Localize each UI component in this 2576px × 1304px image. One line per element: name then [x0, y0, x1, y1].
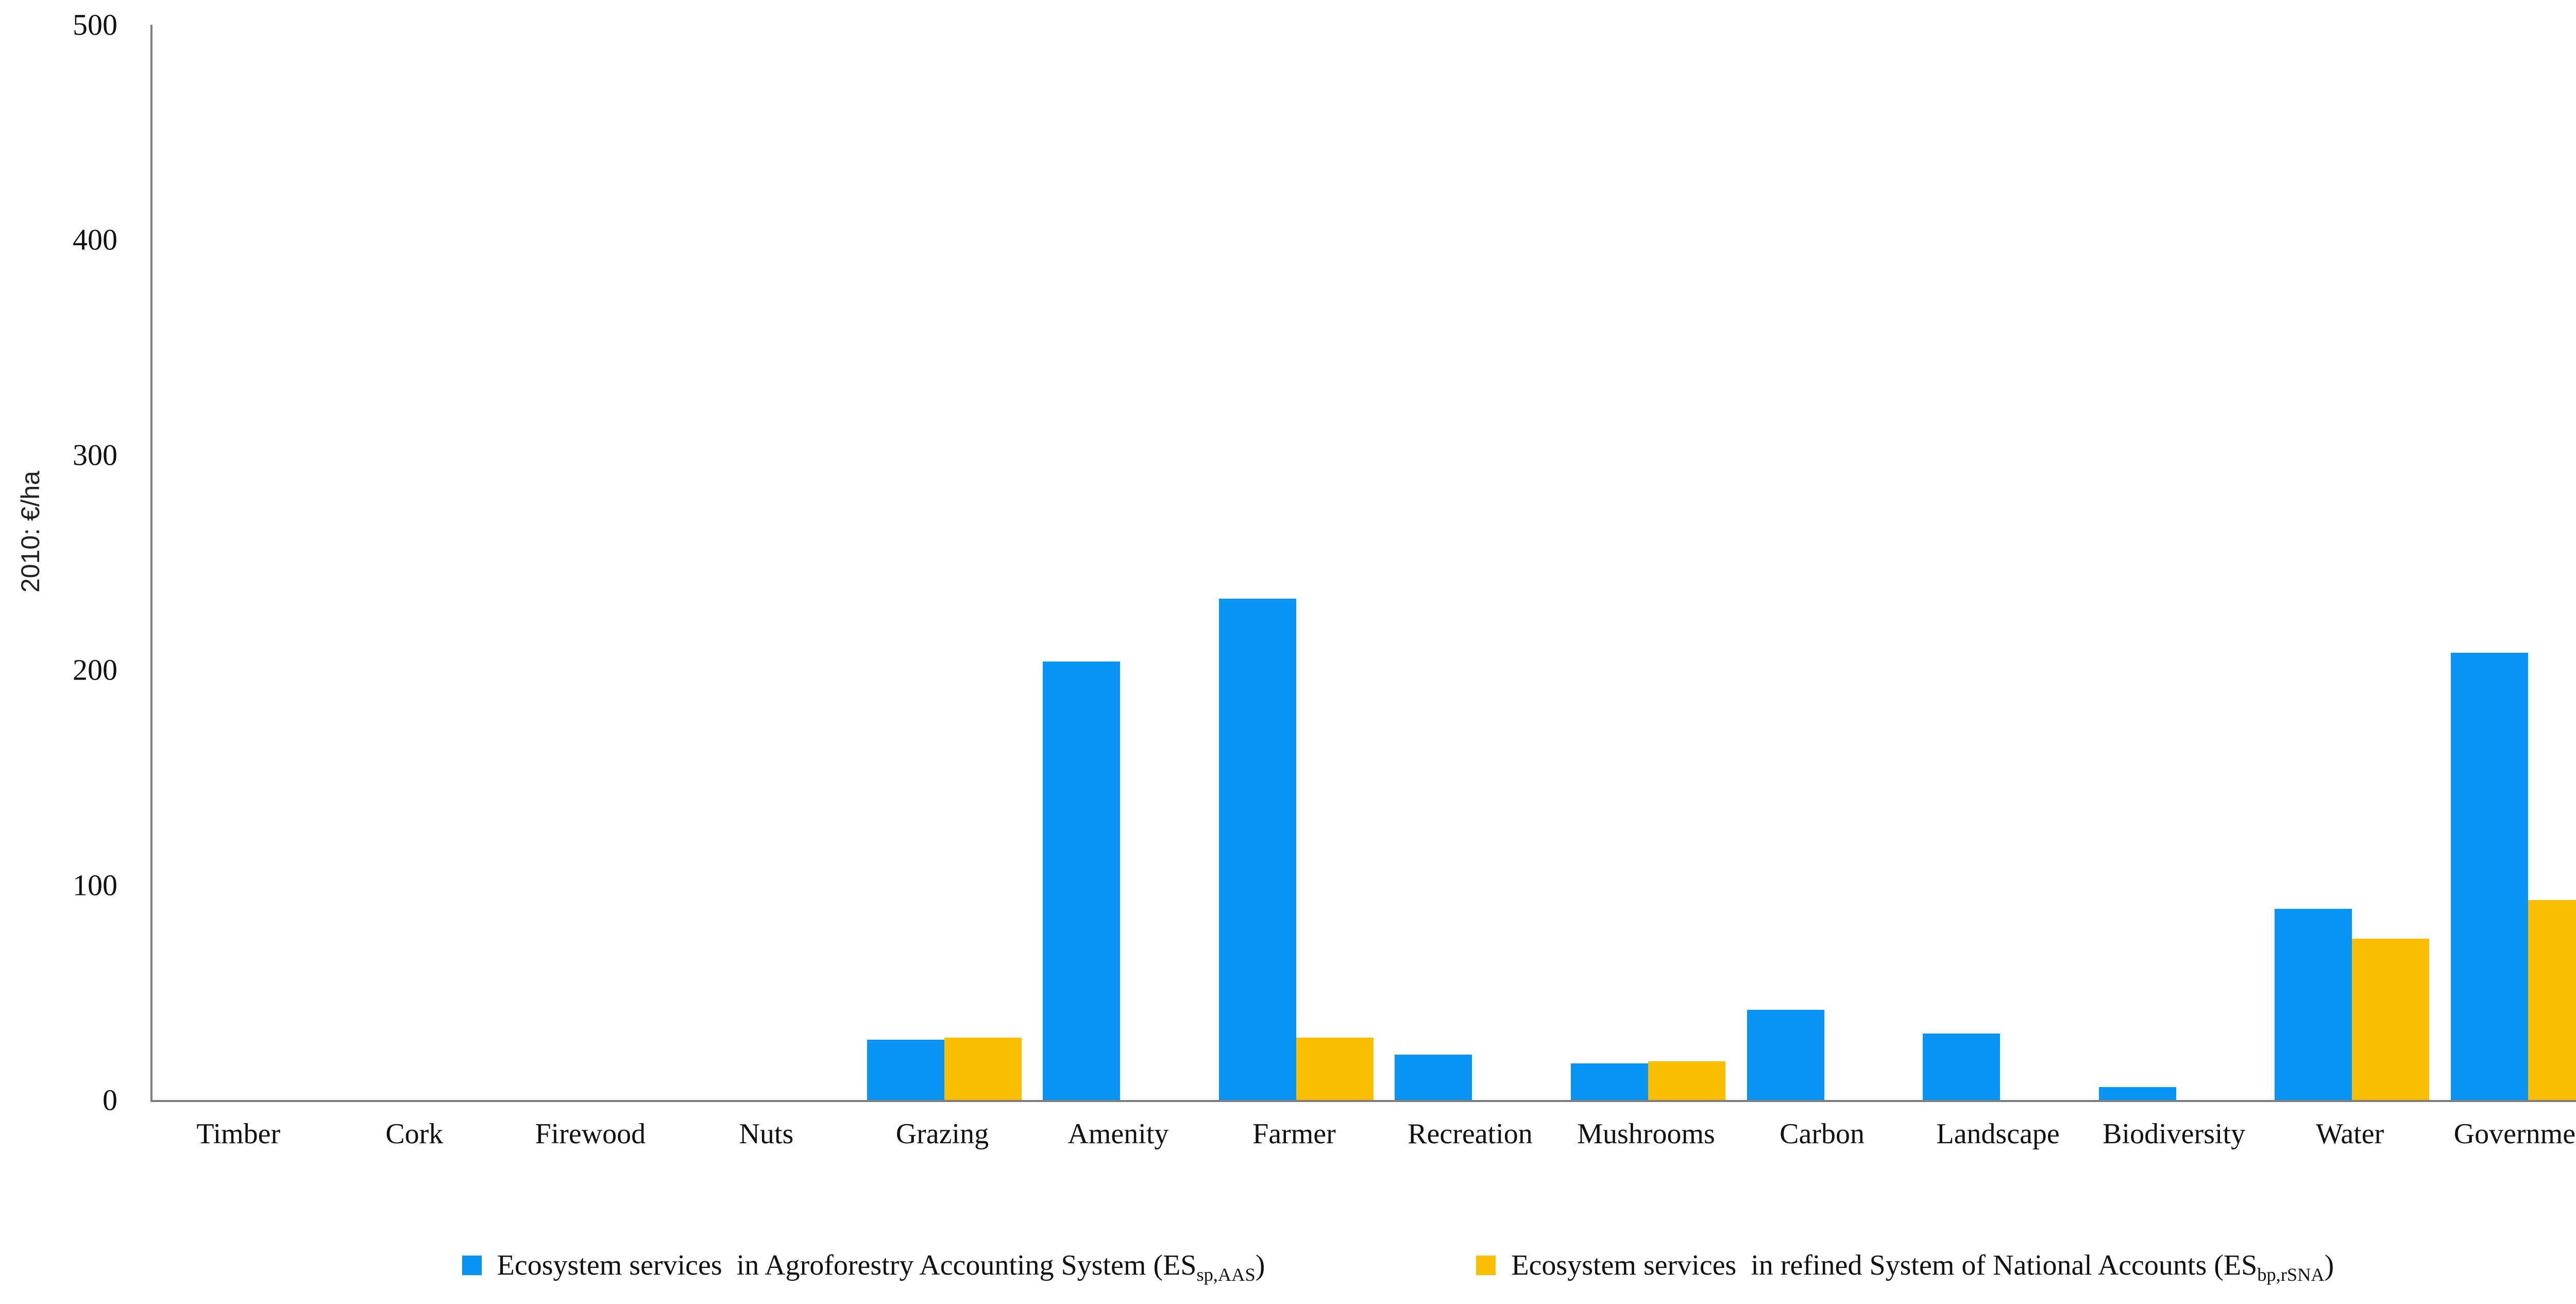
x-tick-label: Mushrooms	[1577, 1118, 1715, 1150]
bar-ES_sp_AAS	[2275, 908, 2352, 1100]
bar-cell	[1472, 25, 1549, 1100]
legend-swatch-blue	[462, 1256, 482, 1275]
category-slot	[1560, 25, 1736, 1100]
bar-cell	[2352, 25, 2430, 1100]
bar-ES_sp_AAS	[2098, 1087, 2176, 1100]
x-tick-label: Water	[2315, 1118, 2384, 1150]
bar-ES_sp_AAS	[2450, 652, 2528, 1100]
plot-area	[150, 25, 2576, 1102]
category-slot	[681, 25, 857, 1100]
x-axis-labels: Timber Cork Firewood Nuts Grazing Amenity Farm…	[150, 1105, 2576, 1278]
legend-item-aas: Ecosystem services in Agroforestry Accou…	[462, 1249, 1265, 1285]
bar-cell	[1923, 25, 2001, 1100]
bar-ES_sp_AAS	[1218, 599, 1296, 1100]
bar-cell	[163, 25, 241, 1100]
bar-cell	[691, 25, 768, 1100]
x-tick-label: Amenity	[1067, 1118, 1169, 1150]
y-tick-label: 100	[73, 868, 117, 902]
x-tick-label: Farmer	[1252, 1118, 1336, 1150]
bar-cell	[2176, 25, 2253, 1100]
bar-cell	[2450, 25, 2528, 1100]
bar-cell	[1120, 25, 1197, 1100]
x-tick-label: Recreation	[1408, 1118, 1533, 1150]
bar-cell	[1395, 25, 1472, 1100]
bar-cell	[944, 25, 1022, 1100]
y-tick-label: 400	[73, 223, 117, 257]
x-tick-label: Nuts	[739, 1118, 794, 1150]
x-tick-label: Carbon	[1780, 1118, 1865, 1150]
bar-cell	[2098, 25, 2176, 1100]
bar-ES_sp_AAS	[1747, 1009, 1824, 1100]
bar-ES_sp_AAS	[1923, 1033, 2001, 1100]
y-tick-label: 200	[73, 653, 117, 687]
category-slot	[1736, 25, 1912, 1100]
bar-cell	[1648, 25, 1726, 1100]
category-slot	[152, 25, 329, 1100]
bar-cell	[515, 25, 592, 1100]
bar-cell	[339, 25, 416, 1100]
bar-ES_sp_AAS	[1043, 661, 1121, 1100]
bar-cell	[592, 25, 670, 1100]
x-tick-label: Cork	[385, 1118, 444, 1150]
bar-cell	[1747, 25, 1824, 1100]
y-axis-title: 2010: €/ha	[16, 470, 45, 593]
bars-row	[152, 25, 2576, 1100]
legend-label-rsna: Ecosystem services in refined System of …	[1511, 1249, 2334, 1285]
y-tick-label: 500	[73, 8, 117, 42]
bar-ES_bp_rSNA	[944, 1037, 1022, 1100]
bar-ES_sp_AAS	[867, 1040, 944, 1100]
x-tick-label: Timber	[196, 1118, 281, 1150]
legend-swatch-yellow	[1476, 1256, 1496, 1275]
category-slot	[1208, 25, 1384, 1100]
category-slot	[1912, 25, 2088, 1100]
y-tick-label: 0	[103, 1083, 117, 1117]
x-tick-label: Landscape	[1936, 1118, 2060, 1150]
legend-label-aas: Ecosystem services in Agroforestry Accou…	[497, 1249, 1265, 1285]
x-tick-label: Firewood	[535, 1118, 646, 1150]
bar-cell	[1218, 25, 1296, 1100]
bar-ES_bp_rSNA	[1648, 1061, 1726, 1100]
bar-ES_sp_AAS	[1571, 1063, 1649, 1100]
bar-cell	[867, 25, 944, 1100]
bar-ES_bp_rSNA	[2528, 900, 2576, 1100]
bar-cell	[2275, 25, 2352, 1100]
category-slot	[856, 25, 1032, 1100]
bar-cell	[2000, 25, 2077, 1100]
bar-cell	[1824, 25, 1902, 1100]
category-slot	[504, 25, 681, 1100]
y-tick-label: 300	[73, 438, 117, 472]
category-slot	[329, 25, 505, 1100]
bar-cell	[416, 25, 494, 1100]
x-tick-label: Biodiversity	[2103, 1118, 2246, 1150]
bar-cell	[1043, 25, 1121, 1100]
legend-item-rsna: Ecosystem services in refined System of …	[1476, 1249, 2334, 1285]
bar-ES_bp_rSNA	[1296, 1037, 1374, 1100]
bar-cell	[768, 25, 845, 1100]
category-slot	[1384, 25, 1561, 1100]
category-slot	[2088, 25, 2264, 1100]
bar-cell	[1571, 25, 1649, 1100]
category-slot	[2264, 25, 2440, 1100]
x-tick-label: Grazing	[895, 1118, 989, 1150]
bar-ES_bp_rSNA	[2352, 938, 2430, 1100]
bar-cell	[2528, 25, 2576, 1100]
category-slot	[2440, 25, 2576, 1100]
bar-cell	[241, 25, 318, 1100]
bar-ES_sp_AAS	[1395, 1055, 1472, 1100]
x-tick-label: Government	[2453, 1118, 2576, 1150]
legend: Ecosystem services in Agroforestry Accou…	[0, 1249, 2576, 1285]
bar-cell	[1296, 25, 1374, 1100]
category-slot	[1032, 25, 1209, 1100]
